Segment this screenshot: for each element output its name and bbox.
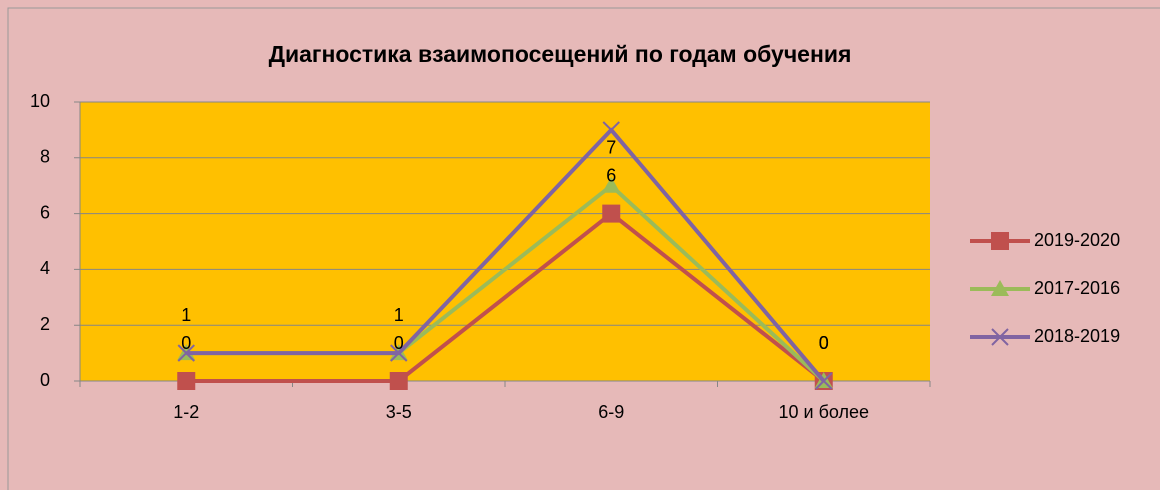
marker [991,232,1009,250]
data-label: 0 [819,333,829,353]
marker [815,372,833,390]
series-line [186,211,825,383]
data-label: 0 [181,333,191,353]
x-tick-label: 10 и более [778,402,869,422]
marker [991,280,1009,296]
y-tick-label: 2 [40,314,50,334]
x-tick-label: 6-9 [598,402,624,422]
legend-label: 2017-2016 [1034,278,1120,298]
marker [602,121,620,139]
marker [991,328,1009,346]
x-tick-label: 3-5 [386,402,412,422]
y-tick-label: 10 [30,91,50,111]
y-tick-label: 6 [40,202,50,222]
marker [177,344,195,362]
y-tick-label: 4 [40,258,50,278]
data-label: 1 [394,305,404,325]
chart-title: Диагностика взаимопосещений по годам обу… [269,41,852,67]
marker [390,344,408,362]
data-label: 7 [606,137,616,157]
data-label: 6 [606,165,616,185]
y-tick-label: 8 [40,147,50,167]
marker [177,372,196,390]
frame [7,7,1160,490]
y-tick-label: 0 [40,370,50,390]
marker [389,372,408,390]
marker [602,176,621,193]
legend-label: 2018-2019 [1034,326,1120,346]
data-label: 0 [394,333,404,353]
data-label: 1 [181,305,191,325]
legend-label: 2019-2020 [1034,230,1120,250]
marker [602,204,621,223]
x-tick-label: 1-2 [173,402,199,422]
data-label: 0 [819,333,829,353]
series-line [186,127,826,383]
